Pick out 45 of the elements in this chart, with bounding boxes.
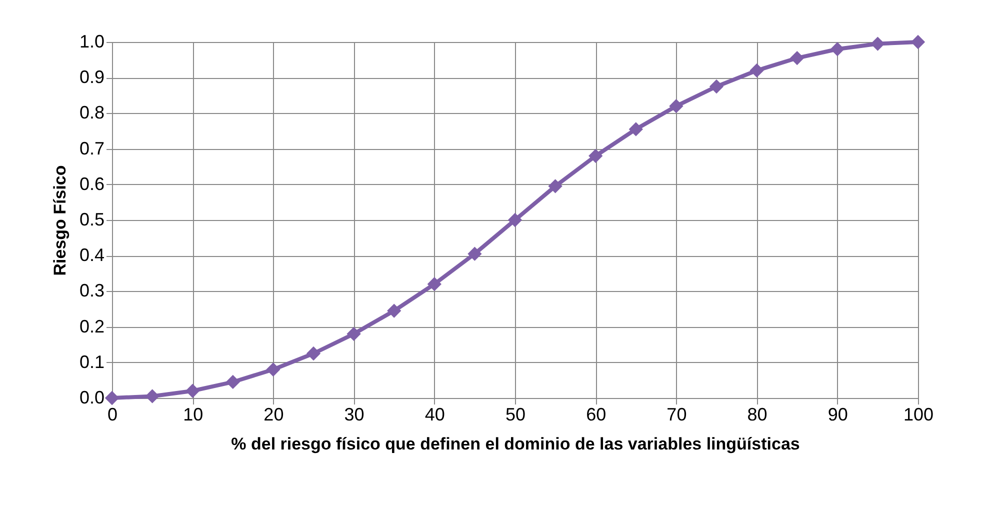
- y-tick-label: 0.4: [79, 245, 104, 266]
- x-tick-label: 0: [107, 404, 118, 424]
- x-tick-label: 30: [344, 404, 364, 424]
- point: [628, 122, 643, 136]
- x-tick-label: 20: [264, 404, 284, 424]
- y-tick-label: 0.0: [79, 388, 104, 408]
- point: [548, 179, 562, 194]
- point: [709, 79, 724, 94]
- point: [669, 99, 684, 114]
- y-tick-label: 0.9: [79, 67, 104, 88]
- point: [508, 212, 522, 228]
- x-tick-label: 80: [747, 404, 768, 424]
- x-axis-title: % del riesgo físico que definen el dominio de las variables lingüísticas: [231, 434, 800, 454]
- point: [588, 148, 603, 163]
- x-tick-label: 100: [903, 404, 934, 424]
- point: [830, 42, 844, 56]
- y-tick-label: 0.2: [79, 316, 104, 336]
- y-tick-label: 1.0: [79, 32, 104, 52]
- y-tick-label: 0.7: [79, 138, 104, 158]
- x-tick-label: 10: [183, 404, 204, 424]
- point: [186, 384, 200, 398]
- point: [104, 390, 120, 406]
- point: [145, 389, 160, 404]
- y-tick-label: 0.3: [79, 280, 104, 301]
- point: [387, 304, 402, 318]
- point: [750, 63, 764, 78]
- x-tick-label: 50: [505, 404, 526, 424]
- point: [306, 346, 321, 361]
- x-tick-label: 40: [424, 404, 445, 424]
- x-tick-label: 90: [828, 404, 848, 424]
- point: [870, 36, 885, 51]
- point: [910, 34, 926, 50]
- y-tick-label: 0.1: [79, 352, 104, 372]
- y-tick-label: 0.6: [79, 174, 104, 194]
- y-tick-label: 0.8: [79, 102, 104, 123]
- point: [226, 374, 240, 390]
- point: [346, 326, 361, 341]
- y-tick-label: 0.5: [79, 210, 104, 230]
- y-axis-title: Riesgo Físico: [50, 165, 70, 276]
- point: [266, 362, 280, 377]
- point: [427, 277, 442, 292]
- point: [790, 50, 804, 66]
- x-tick-label: 70: [666, 404, 687, 424]
- point: [468, 246, 482, 261]
- x-tick-label: 60: [586, 404, 606, 424]
